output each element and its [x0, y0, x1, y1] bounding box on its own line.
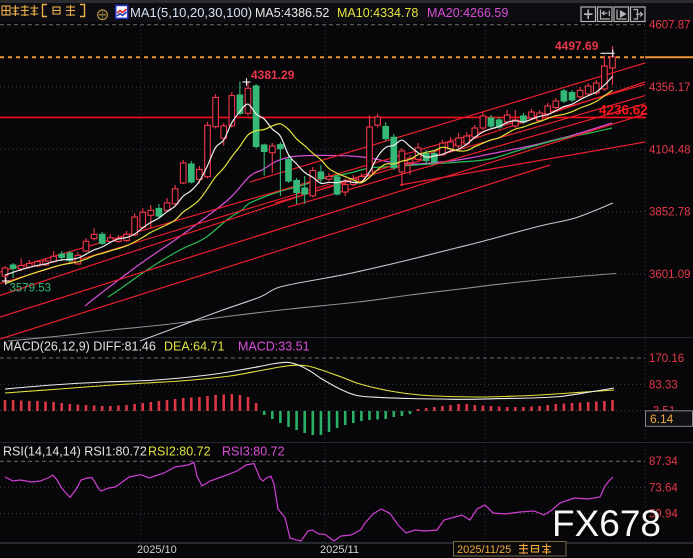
svg-text:MACD:33.51: MACD:33.51: [238, 340, 310, 354]
svg-text:2025/11: 2025/11: [320, 544, 359, 556]
svg-text:4356.17: 4356.17: [649, 82, 691, 94]
svg-text:3601.09: 3601.09: [649, 269, 691, 281]
svg-text:3852.78: 3852.78: [649, 207, 691, 219]
svg-text:RSI3:80.72: RSI3:80.72: [222, 445, 285, 459]
svg-text:4381.29: 4381.29: [251, 68, 295, 82]
svg-text:DEA:64.71: DEA:64.71: [164, 340, 225, 354]
svg-text:FX678: FX678: [552, 503, 661, 544]
svg-text:MA1(5,10,20,30,100): MA1(5,10,20,30,100): [130, 5, 252, 20]
svg-text:RSI(14,14,14) RSI1:80.72: RSI(14,14,14) RSI1:80.72: [3, 445, 147, 459]
svg-text:87.34: 87.34: [649, 456, 678, 468]
svg-text:170.16: 170.16: [649, 353, 684, 365]
svg-text:4236.62: 4236.62: [599, 103, 648, 118]
svg-text:MA20:4266.59: MA20:4266.59: [427, 6, 508, 20]
svg-text:RSI2:80.72: RSI2:80.72: [148, 445, 211, 459]
svg-text:6.14: 6.14: [650, 412, 674, 426]
svg-text:4607.87: 4607.87: [649, 20, 691, 32]
svg-text:2025/10: 2025/10: [137, 544, 177, 556]
svg-text:3579.53: 3579.53: [10, 283, 52, 295]
svg-text:83.33: 83.33: [649, 379, 678, 391]
svg-text:MA10:4334.78: MA10:4334.78: [337, 6, 418, 20]
svg-text:73.64: 73.64: [649, 482, 678, 494]
svg-text:59.94: 59.94: [649, 509, 678, 521]
svg-text:MA5:4386.52: MA5:4386.52: [255, 6, 329, 20]
svg-text:4104.48: 4104.48: [649, 144, 691, 156]
svg-text:2025/11/25: 2025/11/25: [457, 544, 511, 556]
svg-text:MACD(26,12,9) DIFF:81.46: MACD(26,12,9) DIFF:81.46: [3, 340, 156, 354]
svg-text:4497.69: 4497.69: [555, 39, 599, 53]
